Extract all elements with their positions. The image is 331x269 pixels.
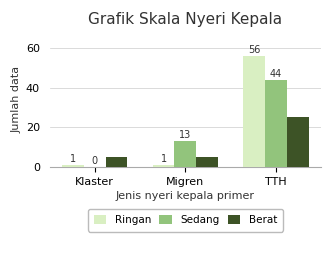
Text: 1: 1 — [161, 154, 166, 164]
Text: 13: 13 — [179, 130, 192, 140]
Bar — [62, 165, 84, 167]
Text: 56: 56 — [248, 45, 260, 55]
Text: 1: 1 — [70, 154, 76, 164]
Text: 0: 0 — [92, 156, 98, 166]
Text: 44: 44 — [270, 69, 282, 79]
Bar — [196, 157, 218, 167]
Bar — [287, 117, 309, 167]
Bar — [265, 80, 287, 167]
Bar — [153, 165, 174, 167]
Y-axis label: Jumlah data: Jumlah data — [12, 66, 22, 133]
Legend: Ringan, Sedang, Berat: Ringan, Sedang, Berat — [87, 209, 283, 232]
Title: Grafik Skala Nyeri Kepala: Grafik Skala Nyeri Kepala — [88, 12, 282, 27]
Bar — [174, 141, 196, 167]
X-axis label: Jenis nyeri kepala primer: Jenis nyeri kepala primer — [116, 191, 255, 201]
Bar — [106, 157, 127, 167]
Bar — [243, 56, 265, 167]
